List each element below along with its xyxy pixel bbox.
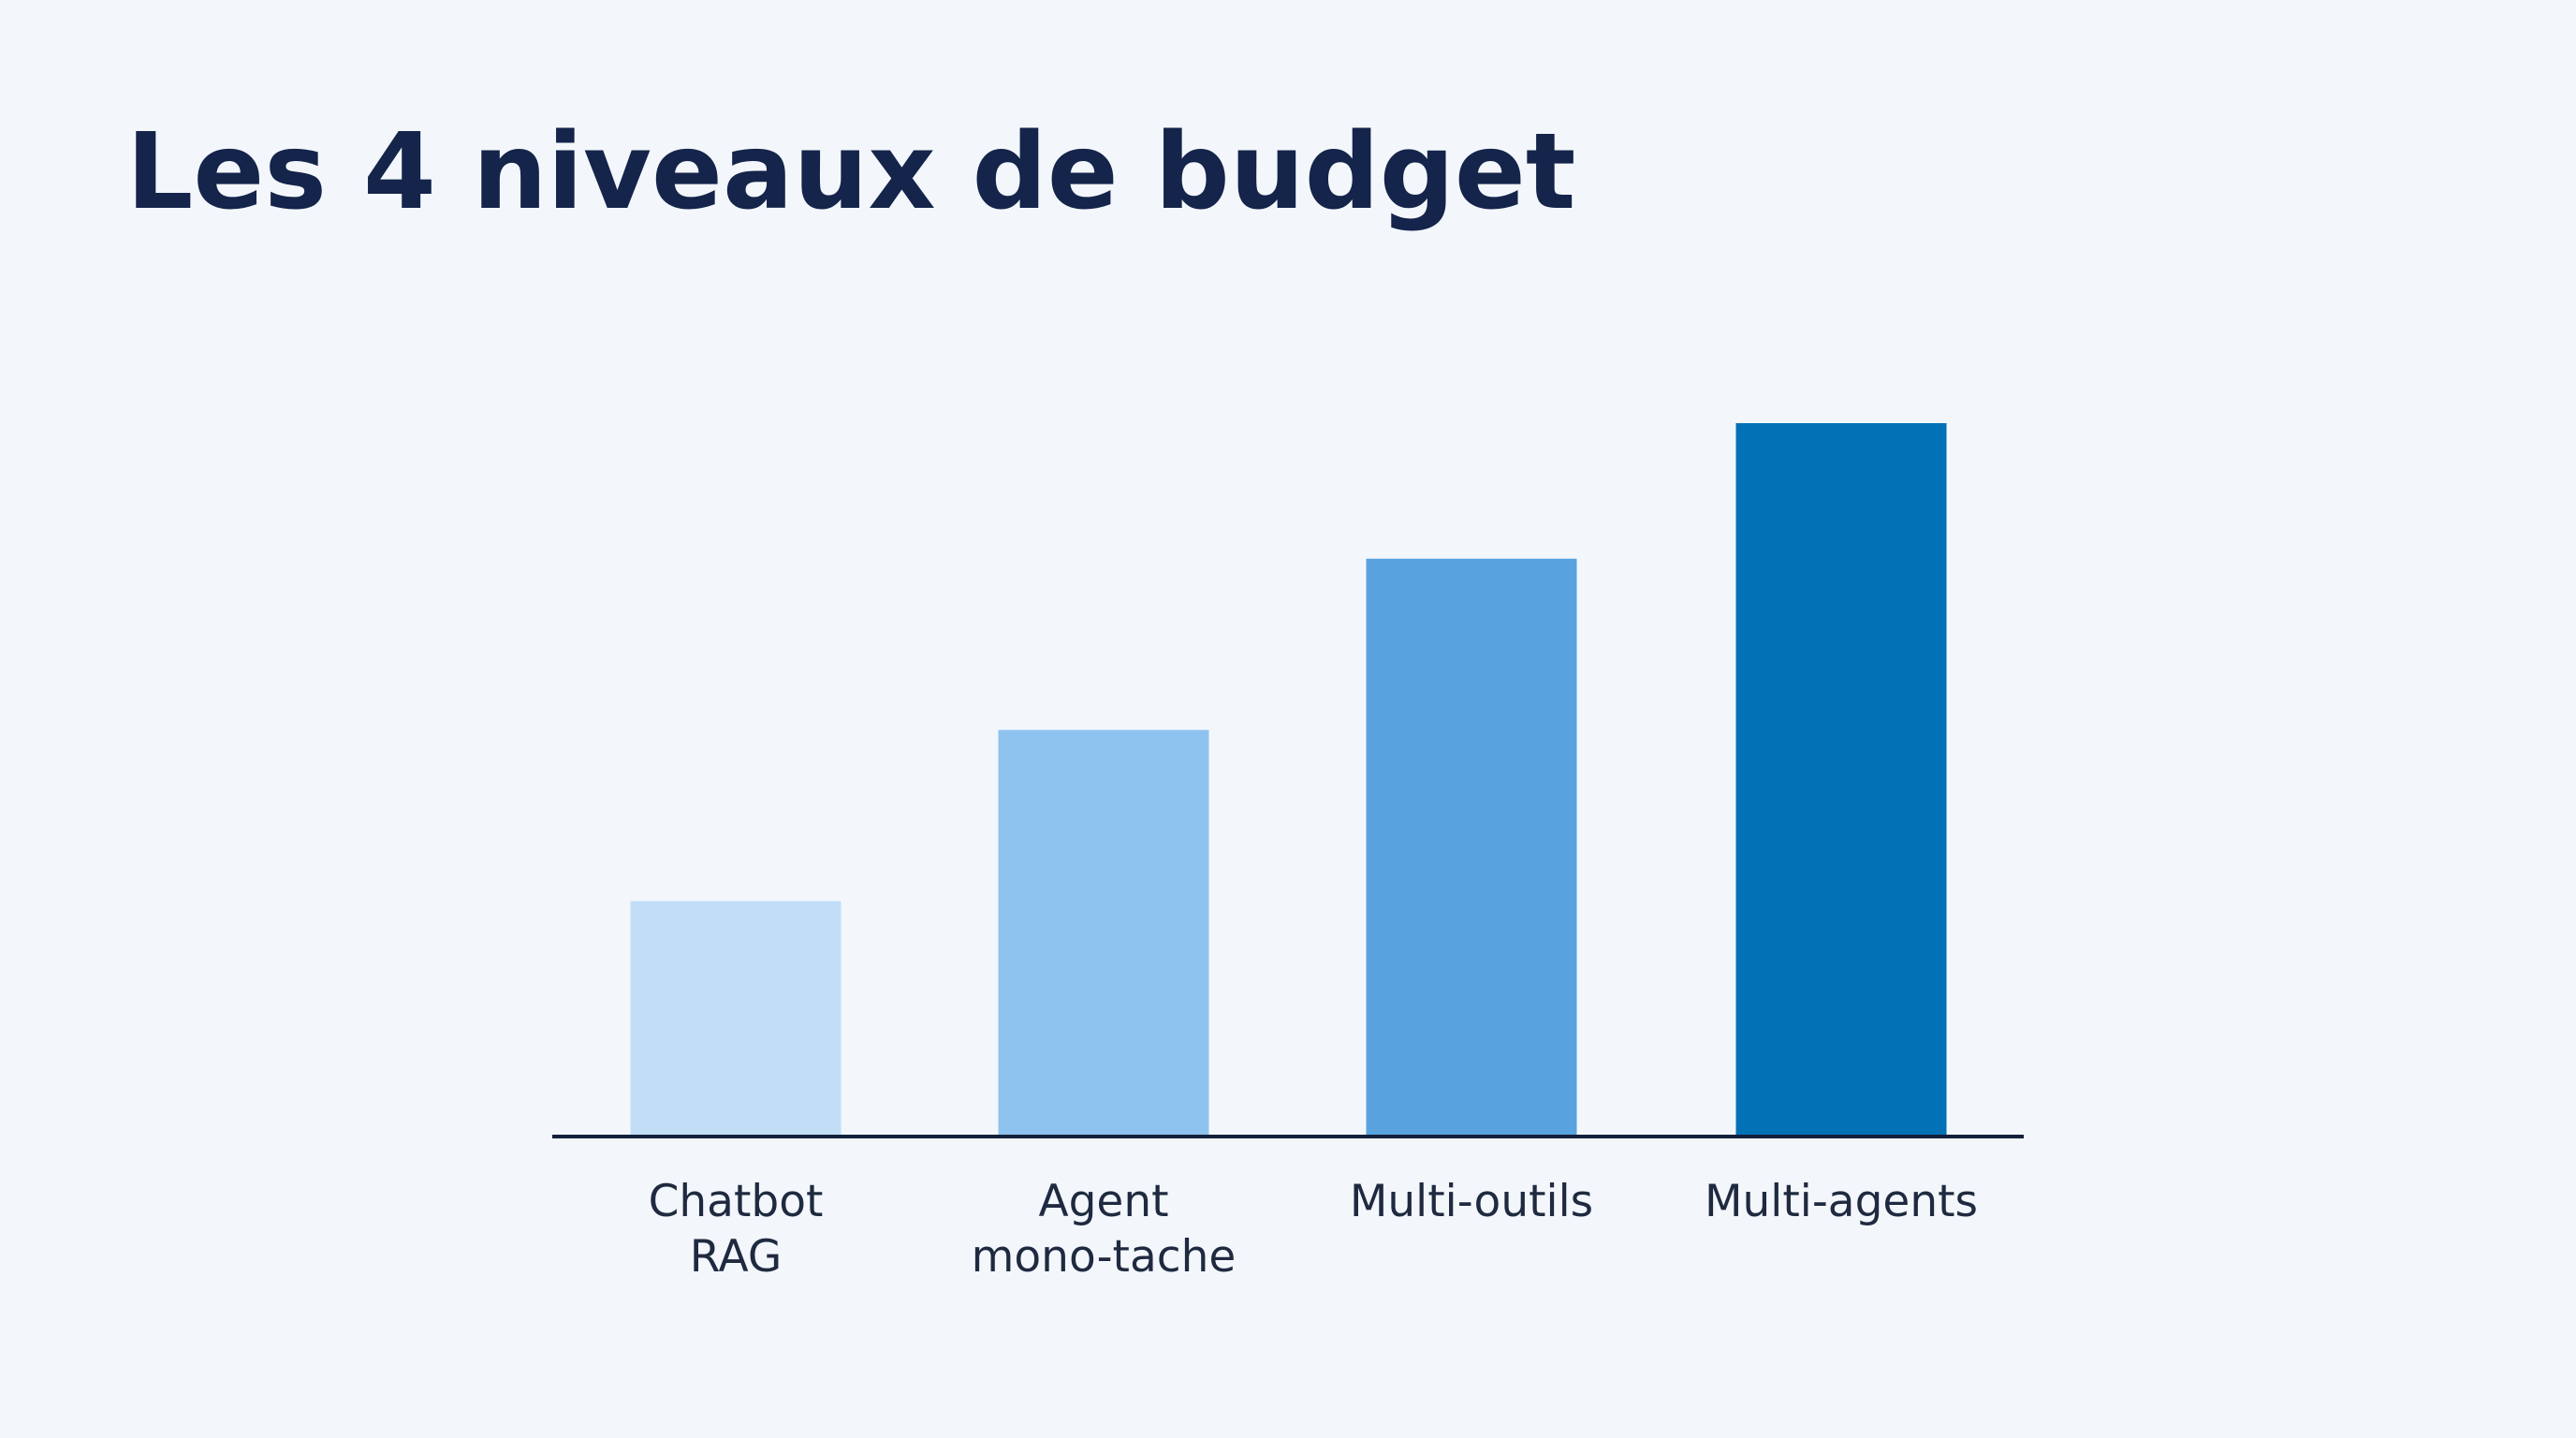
x-tick-label: Multi-agents (1705, 1176, 1978, 1227)
x-tick-label-line: Agent (1038, 1176, 1168, 1227)
bar (998, 729, 1209, 1137)
x-tick-label-line: Multi-agents (1705, 1176, 1978, 1227)
x-tick-label-line: mono-tache (972, 1231, 1237, 1283)
x-tick-label: Agent mono-tache (972, 1176, 1237, 1283)
x-tick-label: Chatbot RAG (649, 1176, 824, 1283)
bar (1366, 558, 1577, 1137)
x-tick-label-line: Chatbot (649, 1176, 824, 1227)
chart-title: Les 4 niveaux de budget (126, 111, 1575, 233)
x-tick-label: Multi-outils (1350, 1176, 1593, 1227)
x-tick-label-line: RAG (690, 1231, 783, 1283)
bar (1735, 423, 1947, 1137)
bar (630, 901, 842, 1137)
x-tick-label-line: Multi-outils (1350, 1176, 1593, 1227)
